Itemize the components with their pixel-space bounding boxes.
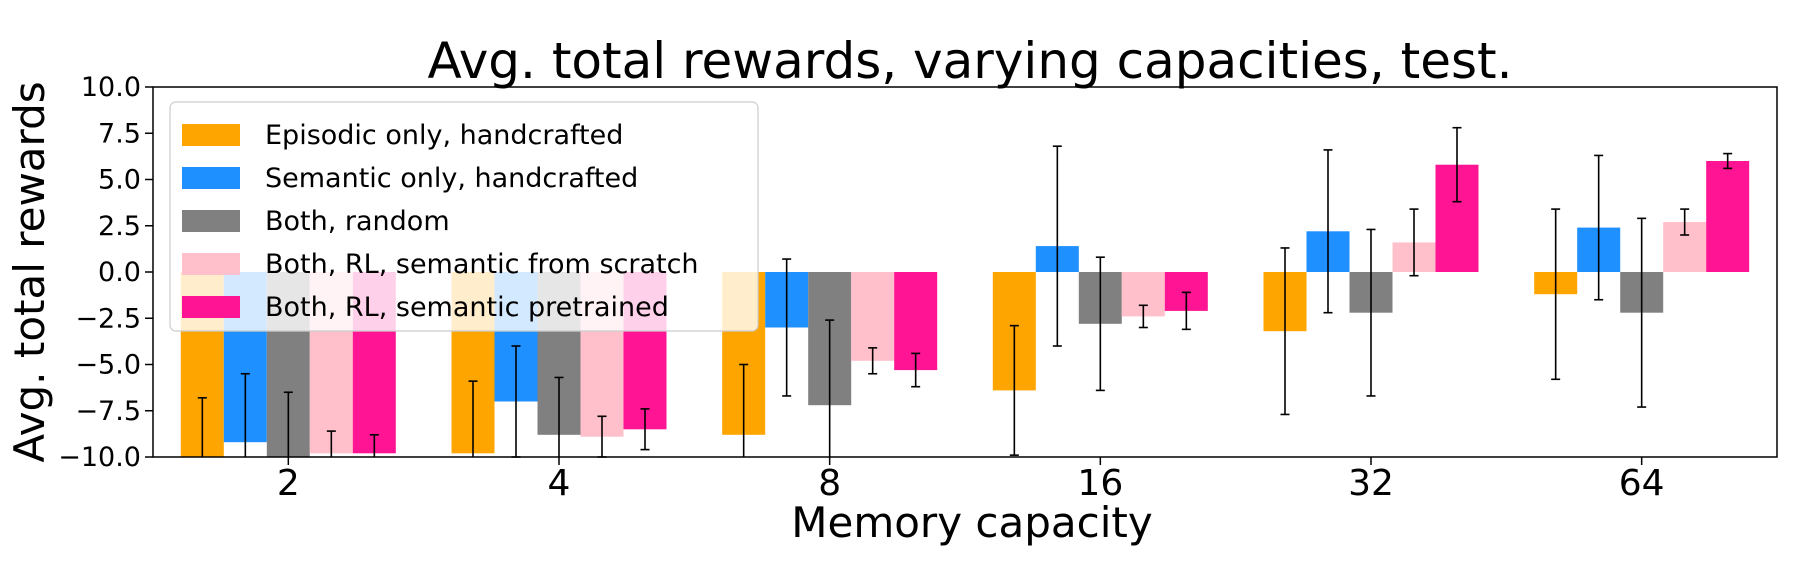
x-tick-label: 4 <box>548 463 571 504</box>
legend-box <box>169 101 759 332</box>
error-bars-group <box>197 126 1733 458</box>
y-tick-label: 5.0 <box>98 165 141 196</box>
legend-swatch <box>182 210 240 232</box>
y-tick-label: 2.5 <box>98 211 141 242</box>
legend-swatch <box>182 296 240 318</box>
y-tick-label: −2.5 <box>75 303 141 334</box>
y-tick-label: 10.0 <box>81 72 141 103</box>
chart-title: Avg. total rewards, varying capacities, … <box>427 32 1512 90</box>
bar <box>851 272 895 361</box>
x-tick-label: 16 <box>1077 463 1123 504</box>
y-tick-label: 0.0 <box>98 257 141 288</box>
legend-label: Semantic only, handcrafted <box>265 163 638 194</box>
y-tick-label: −7.5 <box>75 396 141 427</box>
y-axis-label: Avg. total rewards <box>5 81 54 462</box>
bar <box>1706 161 1750 272</box>
x-tick-label: 8 <box>818 463 841 504</box>
legend: Episodic only, handcrafted Semantic only,… <box>169 101 759 332</box>
x-axis-label: Memory capacity <box>791 498 1152 547</box>
y-tick-label: −5.0 <box>75 350 141 381</box>
x-tick-label: 32 <box>1348 463 1394 504</box>
y-tick-label: 7.5 <box>98 118 141 149</box>
x-axis: 2 4 8 16 32 64 <box>277 457 1665 504</box>
legend-swatch <box>182 253 240 275</box>
legend-label: Episodic only, handcrafted <box>265 120 623 151</box>
legend-label: Both, RL, semantic from scratch <box>265 249 699 280</box>
legend-label: Both, random <box>265 206 450 237</box>
y-axis: −10.0 −7.5 −5.0 −2.5 0.0 2.5 5.0 7.5 10.0 <box>58 72 153 473</box>
legend-swatch <box>182 167 240 189</box>
x-tick-label: 2 <box>277 463 300 504</box>
legend-label: Both, RL, semantic pretrained <box>265 292 669 323</box>
y-tick-label: −10.0 <box>58 442 141 473</box>
x-tick-label: 64 <box>1619 463 1665 504</box>
legend-swatch <box>182 124 240 146</box>
